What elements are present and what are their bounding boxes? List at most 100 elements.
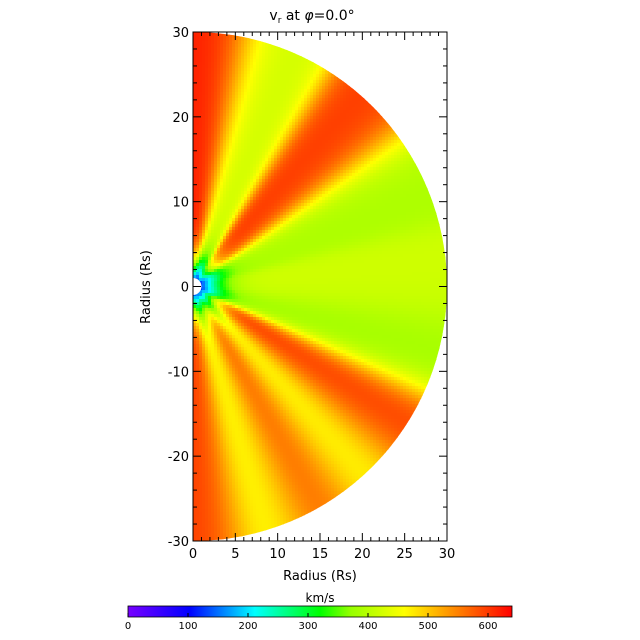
heatmap-cell <box>274 188 278 192</box>
heatmap-cell <box>250 152 254 156</box>
heatmap-cell <box>280 152 284 156</box>
heatmap-cell <box>196 356 200 360</box>
heatmap-cell <box>208 176 212 180</box>
heatmap-cell <box>214 269 218 273</box>
heatmap-cell <box>214 68 218 72</box>
heatmap-cell <box>253 50 257 54</box>
heatmap-cell <box>268 284 272 288</box>
heatmap-cell <box>226 494 230 498</box>
heatmap-cell <box>256 233 260 237</box>
heatmap-cell <box>232 104 236 108</box>
heatmap-cell <box>280 92 284 96</box>
heatmap-cell <box>202 314 206 318</box>
heatmap-cell <box>241 122 245 126</box>
heatmap-cell <box>205 308 209 312</box>
heatmap-cell <box>241 170 245 174</box>
heatmap-cell <box>238 260 242 264</box>
heatmap-cell <box>208 248 212 252</box>
heatmap-cell <box>268 170 272 174</box>
heatmap-cell <box>265 506 269 510</box>
heatmap-cell <box>214 182 218 186</box>
heatmap-cell <box>268 209 272 213</box>
heatmap-cell <box>238 365 242 369</box>
heatmap-cell <box>199 467 203 471</box>
heatmap-cell <box>208 308 212 312</box>
heatmap-cell <box>193 95 197 99</box>
heatmap-cell <box>268 107 272 111</box>
heatmap-cell <box>244 209 248 213</box>
heatmap-cell <box>244 449 248 453</box>
heatmap-cell <box>205 500 209 504</box>
heatmap-cell <box>211 422 215 426</box>
heatmap-cell <box>277 62 281 66</box>
heatmap-cell <box>244 110 248 114</box>
heatmap-cell <box>271 89 275 93</box>
heatmap-cell <box>199 293 203 297</box>
heatmap-cell <box>232 254 236 258</box>
heatmap-cell <box>259 116 263 120</box>
heatmap-cell <box>232 146 236 150</box>
heatmap-cell <box>256 437 260 441</box>
heatmap-cell <box>196 410 200 414</box>
heatmap-cell <box>277 155 281 159</box>
heatmap-cell <box>244 44 248 48</box>
heatmap-cell <box>244 71 248 75</box>
heatmap-cell <box>211 104 215 108</box>
heatmap-cell <box>277 458 281 462</box>
heatmap-cell <box>238 341 242 345</box>
heatmap-cell <box>274 305 278 309</box>
heatmap-cell <box>265 362 269 366</box>
heatmap-cell <box>265 407 269 411</box>
heatmap-cell <box>241 512 245 516</box>
heatmap-cell <box>205 311 209 315</box>
heatmap-cell <box>274 287 278 291</box>
heatmap-cell <box>226 455 230 459</box>
heatmap-cell <box>196 470 200 474</box>
heatmap-cell <box>277 512 281 516</box>
heatmap-cell <box>220 524 224 528</box>
heatmap-cell <box>256 350 260 354</box>
heatmap-cell <box>196 458 200 462</box>
heatmap-cell <box>214 335 218 339</box>
heatmap-cell <box>238 437 242 441</box>
heatmap-cell <box>265 161 269 165</box>
heatmap-cell <box>265 50 269 54</box>
heatmap-cell <box>199 149 203 153</box>
heatmap-cell <box>232 65 236 69</box>
heatmap-cell <box>280 341 284 345</box>
heatmap-cell <box>256 449 260 453</box>
heatmap-cell <box>244 89 248 93</box>
heatmap-cell <box>265 356 269 360</box>
heatmap-cell <box>274 122 278 126</box>
heatmap-cell <box>265 434 269 438</box>
heatmap-cell <box>259 338 263 342</box>
heatmap-cell <box>223 248 227 252</box>
heatmap-cell <box>214 455 218 459</box>
heatmap-cell <box>235 143 239 147</box>
heatmap-cell <box>232 521 236 525</box>
heatmap-cell <box>214 314 218 318</box>
heatmap-cell <box>208 425 212 429</box>
heatmap-cell <box>271 515 275 519</box>
heatmap-cell <box>196 404 200 408</box>
heatmap-cell <box>202 434 206 438</box>
heatmap-cell <box>277 461 281 465</box>
heatmap-cell <box>250 200 254 204</box>
heatmap-cell <box>205 359 209 363</box>
heatmap-cell <box>217 470 221 474</box>
heatmap-cell <box>244 104 248 108</box>
heatmap-cell <box>205 92 209 96</box>
heatmap-cell <box>253 308 257 312</box>
heatmap-cell <box>199 83 203 87</box>
heatmap-cell <box>235 479 239 483</box>
heatmap-cell <box>193 521 197 525</box>
heatmap-cell <box>241 218 245 222</box>
heatmap-cell <box>265 467 269 471</box>
heatmap-cell <box>277 401 281 405</box>
heatmap-cell <box>208 527 212 531</box>
heatmap-cell <box>232 170 236 174</box>
heatmap-cell <box>193 422 197 426</box>
heatmap-cell <box>244 533 248 537</box>
heatmap-cell <box>199 245 203 249</box>
heatmap-cell <box>229 71 233 75</box>
